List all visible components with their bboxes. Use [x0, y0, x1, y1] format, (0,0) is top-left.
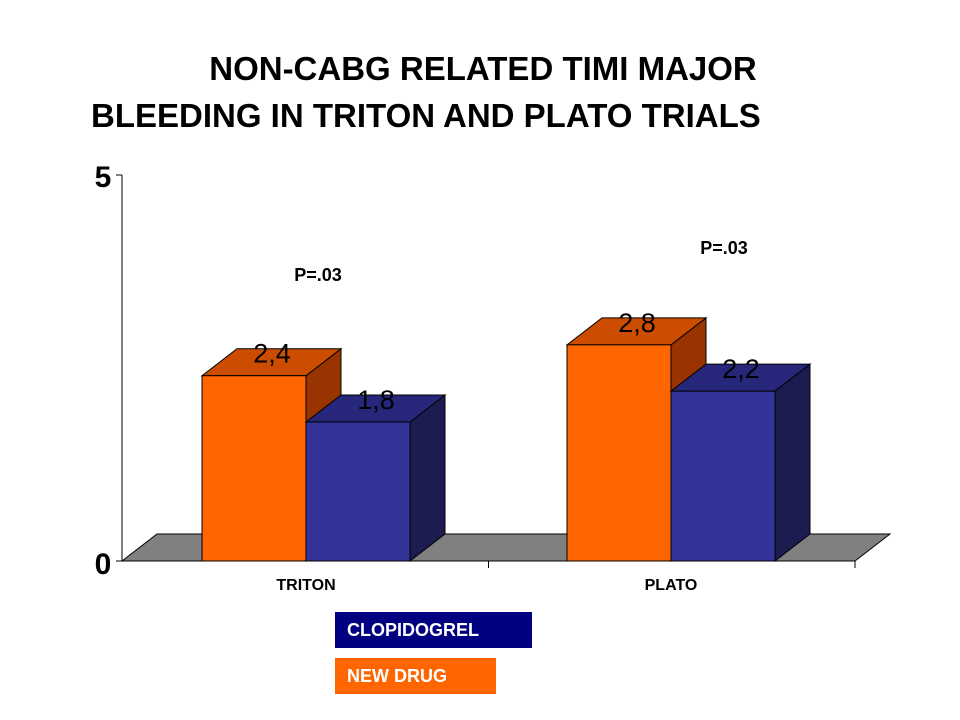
y-tick-label-min: 0 — [95, 548, 112, 581]
bar-triton-clopidogrel-side — [409, 394, 446, 563]
bar-plato-clopidogrel-side — [774, 363, 811, 563]
bar-triton-new-drug-label: 2,4 — [253, 339, 291, 369]
x-tick-label-plato: PLATO — [645, 577, 698, 594]
chart-title-line-2: BLEEDING IN TRITON AND PLATO TRIALS — [91, 97, 761, 134]
legend-item-new-drug: NEW DRUG — [335, 658, 496, 694]
bar-triton-clopidogrel-label: 1,8 — [357, 385, 395, 415]
y-tick-label-max: 5 — [95, 161, 112, 194]
bar-plato-new-drug-label: 2,8 — [618, 308, 656, 338]
p-value-annotation-triton: P=.03 — [294, 265, 342, 285]
bar-triton-new-drug — [201, 375, 307, 562]
bar-plato-clopidogrel — [670, 390, 776, 562]
bar-triton-clopidogrel — [305, 421, 411, 562]
legend-item-clopidogrel: CLOPIDOGREL — [335, 612, 532, 648]
x-tick-label-triton: TRITON — [276, 577, 335, 594]
p-value-annotation-plato: P=.03 — [700, 238, 748, 258]
chart-title-line-1: NON-CABG RELATED TIMI MAJOR — [209, 50, 757, 87]
bar-plato-clopidogrel-label: 2,2 — [722, 354, 760, 384]
bar-plato-new-drug — [566, 344, 672, 562]
